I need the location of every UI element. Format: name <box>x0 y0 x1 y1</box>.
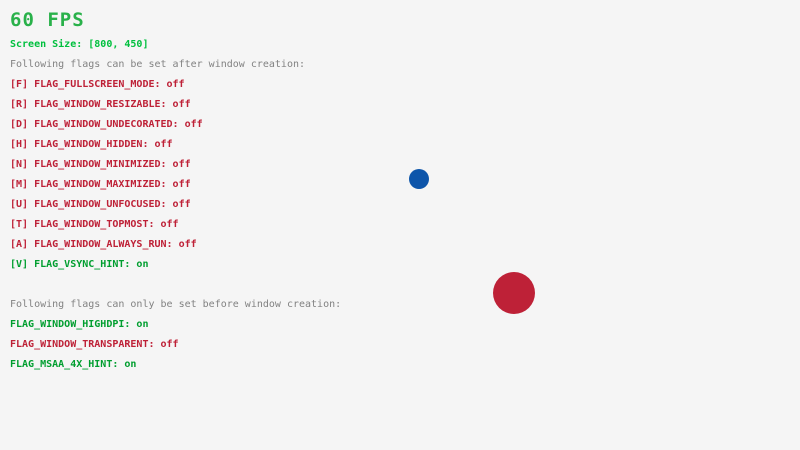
flag-label: [A] FLAG_WINDOW_ALWAYS_RUN: <box>10 239 173 250</box>
flag-row: [U] FLAG_WINDOW_UNFOCUSED: off <box>10 199 305 219</box>
flag-row: [N] FLAG_WINDOW_MINIMIZED: off <box>10 159 305 179</box>
flag-state: on <box>136 319 149 330</box>
flag-state: off <box>172 99 191 110</box>
flag-label: [N] FLAG_WINDOW_MINIMIZED: <box>10 159 167 170</box>
flag-label: [H] FLAG_WINDOW_HIDDEN: <box>10 139 149 150</box>
flag-label: [M] FLAG_WINDOW_MAXIMIZED: <box>10 179 167 190</box>
flags-before-creation-section: Following flags can only be set before w… <box>10 299 341 379</box>
flag-row: [T] FLAG_WINDOW_TOPMOST: off <box>10 219 305 239</box>
flag-row: [M] FLAG_WINDOW_MAXIMIZED: off <box>10 179 305 199</box>
flags-before-creation-header: Following flags can only be set before w… <box>10 299 342 310</box>
flag-row: [A] FLAG_WINDOW_ALWAYS_RUN: off <box>10 239 305 259</box>
blue-ball <box>409 169 429 189</box>
flags-after-creation-header: Following flags can be set after window … <box>10 59 306 70</box>
flag-state: off <box>160 339 179 350</box>
flag-row: FLAG_MSAA_4X_HINT: on <box>10 359 341 379</box>
flags-before-creation-list: FLAG_WINDOW_HIGHDPI: on FLAG_WINDOW_TRANS… <box>10 319 341 379</box>
flag-row: FLAG_WINDOW_TRANSPARENT: off <box>10 339 341 359</box>
flag-state: off <box>160 219 179 230</box>
flag-state: on <box>136 259 149 270</box>
flag-row: [F] FLAG_FULLSCREEN_MODE: off <box>10 79 305 99</box>
flag-row: FLAG_WINDOW_HIGHDPI: on <box>10 319 341 339</box>
flag-label: FLAG_MSAA_4X_HINT: <box>10 359 119 370</box>
flag-state: off <box>178 239 197 250</box>
flag-label: [V] FLAG_VSYNC_HINT: <box>10 259 131 270</box>
flag-row: [V] FLAG_VSYNC_HINT: on <box>10 259 305 279</box>
red-ball <box>493 272 535 314</box>
flag-state: off <box>172 179 191 190</box>
flag-row: [D] FLAG_WINDOW_UNDECORATED: off <box>10 119 305 139</box>
flag-label: [D] FLAG_WINDOW_UNDECORATED: <box>10 119 179 130</box>
flag-state: off <box>154 139 173 150</box>
flag-label: [R] FLAG_WINDOW_RESIZABLE: <box>10 99 167 110</box>
flag-state: off <box>184 119 203 130</box>
flag-state: off <box>166 79 185 90</box>
flag-label: FLAG_WINDOW_HIGHDPI: <box>10 319 131 330</box>
flag-state: off <box>172 199 191 210</box>
flags-after-creation-section: Following flags can be set after window … <box>10 59 305 279</box>
flag-row: [H] FLAG_WINDOW_HIDDEN: off <box>10 139 305 159</box>
flag-state: on <box>124 359 137 370</box>
flag-row: [R] FLAG_WINDOW_RESIZABLE: off <box>10 99 305 119</box>
flag-label: FLAG_WINDOW_TRANSPARENT: <box>10 339 155 350</box>
screen-size-label: Screen Size: [800, 450] <box>10 39 149 50</box>
flag-label: [U] FLAG_WINDOW_UNFOCUSED: <box>10 199 167 210</box>
flag-label: [F] FLAG_FULLSCREEN_MODE: <box>10 79 161 90</box>
fps-counter: 60 FPS <box>10 9 85 31</box>
flag-state: off <box>172 159 191 170</box>
flag-label: [T] FLAG_WINDOW_TOPMOST: <box>10 219 155 230</box>
flags-after-creation-list: [F] FLAG_FULLSCREEN_MODE: off [R] FLAG_WI… <box>10 79 305 279</box>
